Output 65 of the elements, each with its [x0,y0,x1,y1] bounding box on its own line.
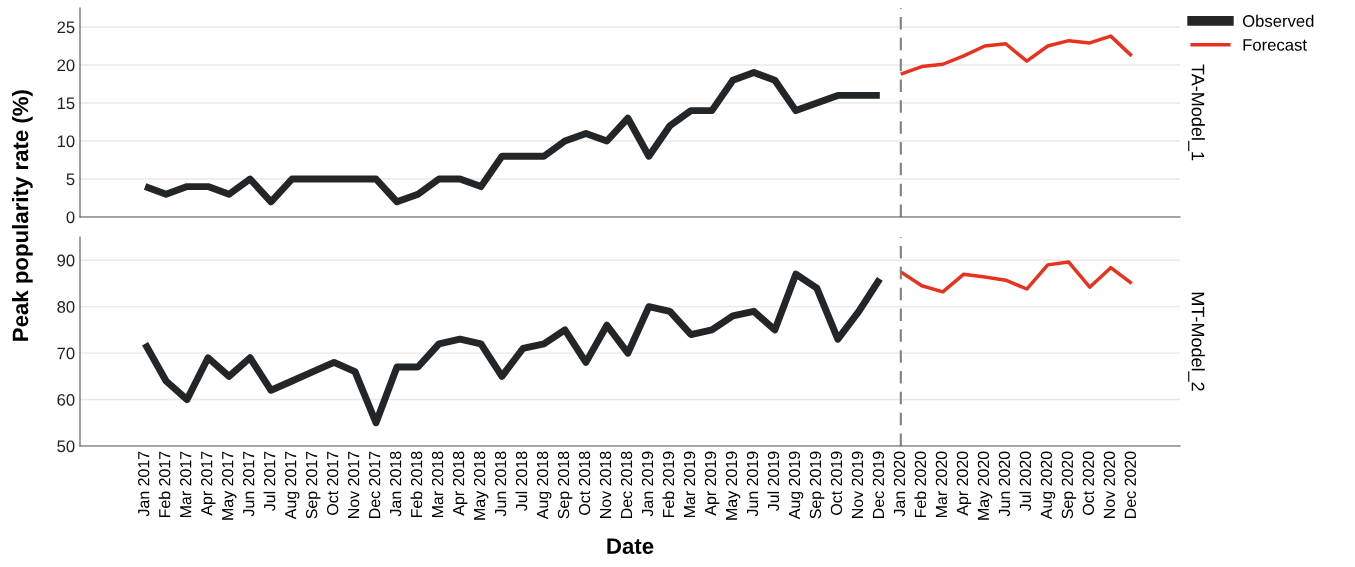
x-tick-label: Jun 2020 [998,451,1011,517]
x-tick-label: Jan 2020 [893,451,906,517]
y-tick-label: 5 [66,173,75,186]
x-tick-label: Dec 2019 [872,451,885,518]
x-tick-label: Jan 2018 [389,451,402,517]
x-tick-label: Nov 2019 [851,451,864,518]
x-tick-label: Mar 2017 [180,451,192,518]
x-tick-label: Aug 2017 [285,451,300,520]
x-tick-label: Feb 2019 [662,451,675,518]
x-tick-label: Aug 2020 [1040,451,1056,520]
x-tick-label: Apr 2020 [956,451,972,516]
x-tick-label: Oct 2020 [1082,451,1095,515]
x-tick-label: Dec 2017 [368,451,381,518]
y-tick-label: 80 [57,301,75,313]
y-tick-label: 90 [57,254,75,267]
y-tick-label: 60 [57,393,75,406]
legend-label: Forecast [1243,39,1307,51]
x-tick-label: Oct 2018 [578,451,591,515]
legend-label: Observed [1242,14,1314,27]
x-tick-label: May 2020 [977,451,993,520]
x-tick-label: Dec 2020 [1124,451,1137,518]
x-tick-label: Sep 2018 [557,451,573,519]
y-tick-label: 70 [57,347,75,360]
x-tick-label: Jun 2019 [746,451,759,517]
x-tick-label: May 2019 [725,451,741,520]
x-tick-label: Feb 2018 [410,451,423,518]
x-tick-label: May 2017 [222,451,237,520]
y-tick-label: 10 [57,135,75,148]
x-tick-label: Jul 2017 [263,451,276,511]
x-tick-label: Oct 2017 [326,451,339,515]
x-axis-title: Date [607,538,654,554]
x-tick-label: Jul 2018 [515,451,528,511]
x-tick-label: Sep 2019 [809,451,825,519]
x-tick-label: Jun 2017 [243,451,255,517]
x-tick-label: Nov 2017 [347,451,360,518]
x-tick-label: Aug 2018 [536,451,552,520]
x-tick-label: Dec 2018 [620,451,633,518]
x-tick-label: Nov 2020 [1103,451,1116,518]
x-tick-label: Mar 2019 [683,451,696,518]
y-tick-label: 20 [57,59,75,72]
y-tick-label: 25 [57,21,75,34]
x-tick-label: Oct 2019 [830,451,843,515]
x-tick-label: Apr 2019 [704,451,720,516]
x-tick-label: Apr 2018 [452,451,468,516]
x-tick-label: Mar 2018 [431,451,444,518]
x-tick-label: Apr 2017 [201,451,216,516]
x-tick-label: Mar 2020 [935,451,948,518]
y-tick-label: 50 [57,440,75,453]
x-tick-label: Feb 2017 [158,451,171,518]
y-axis-title: Peak popularity rate (%) [12,90,33,341]
x-tick-label: Feb 2020 [914,451,927,518]
x-tick-label: Sep 2017 [305,451,321,519]
x-tick-label: May 2018 [473,451,489,520]
y-tick-label: 0 [66,211,75,224]
x-tick-label: Jan 2017 [138,451,150,517]
x-tick-label: Sep 2020 [1061,451,1077,519]
x-tick-label: Jan 2019 [641,451,654,517]
y2-axis-title: MT-Model_2 [1188,292,1205,391]
x-tick-label: Jul 2019 [767,451,780,511]
y2-axis-title: TA-Model_1 [1188,64,1205,161]
y-tick-label: 15 [57,97,75,110]
x-tick-label: Aug 2019 [788,451,804,520]
x-tick-label: Nov 2018 [599,451,612,518]
x-tick-label: Jul 2020 [1019,451,1032,511]
x-tick-label: Jun 2018 [494,451,507,517]
